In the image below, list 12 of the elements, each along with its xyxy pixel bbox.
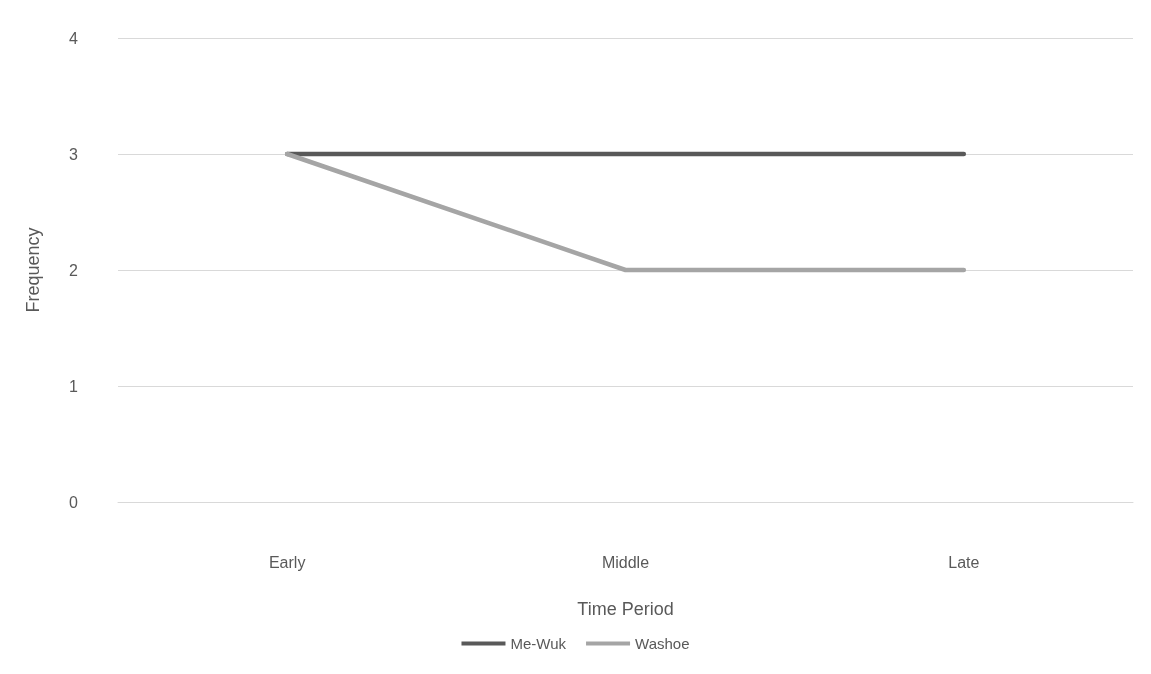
y-tick-label: 4 xyxy=(69,29,79,47)
legend-label: Me-Wuk xyxy=(510,635,567,652)
y-axis-title: Frequency xyxy=(23,227,43,313)
x-tick-label: Middle xyxy=(601,553,650,571)
y-tick-label: 3 xyxy=(69,145,79,163)
y-tick-label: 1 xyxy=(69,377,79,395)
y-tick-label: 2 xyxy=(69,261,79,279)
y-tick-label: 0 xyxy=(69,493,79,511)
x-axis-title: Time Period xyxy=(577,599,674,619)
x-tick-label: Late xyxy=(948,553,980,571)
legend-label: Washoe xyxy=(635,635,690,652)
x-tick-label: Early xyxy=(268,553,306,571)
